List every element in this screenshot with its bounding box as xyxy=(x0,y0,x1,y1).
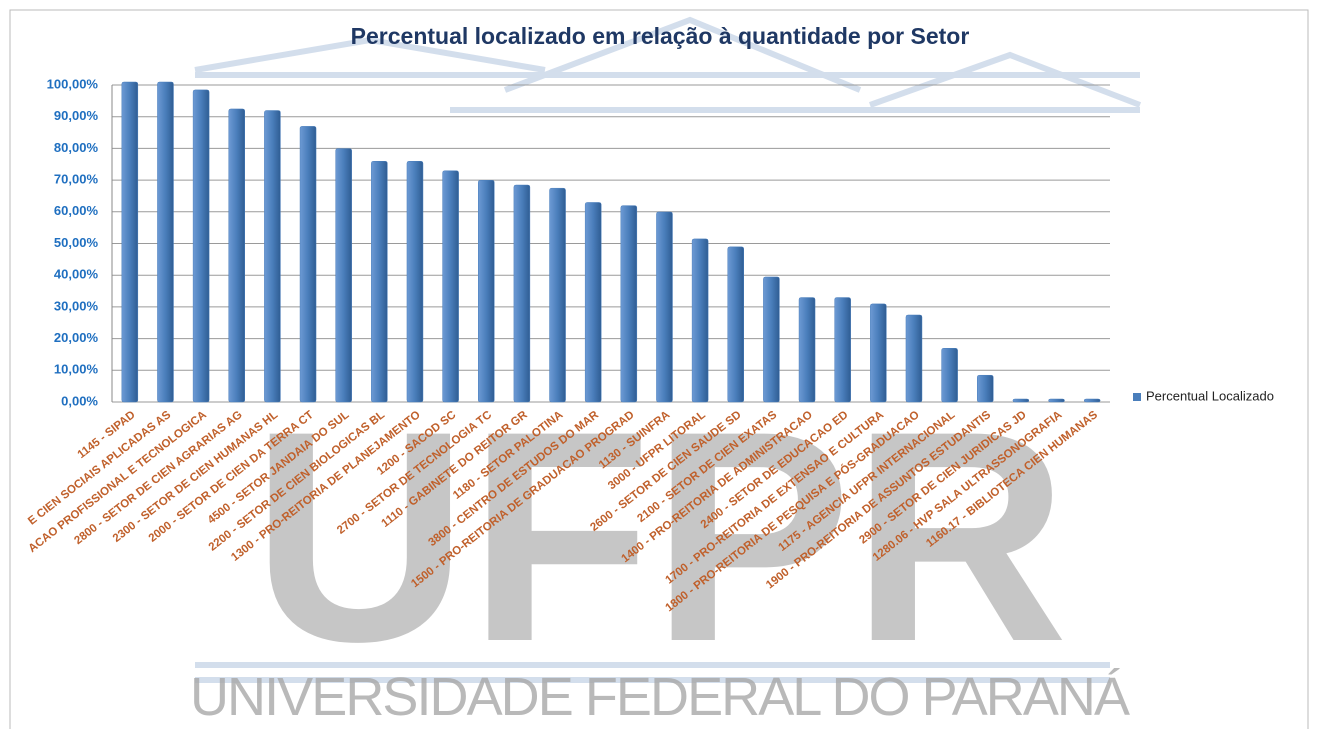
bar xyxy=(513,184,531,403)
bar xyxy=(977,374,994,403)
bar xyxy=(335,148,352,403)
y-tick-label: 90,00% xyxy=(54,108,99,123)
bar xyxy=(478,180,495,403)
bar xyxy=(406,161,424,403)
bar xyxy=(121,81,139,403)
bar xyxy=(1083,398,1101,403)
bar xyxy=(264,110,281,403)
bar xyxy=(442,170,459,403)
bar xyxy=(228,108,245,403)
watermark-name: UNIVERSIDADE FEDERAL DO PARANÁ xyxy=(190,667,1130,727)
y-tick-label: 20,00% xyxy=(54,330,99,345)
watermark-building xyxy=(194,16,1142,683)
y-tick-label: 10,00% xyxy=(54,362,99,377)
bar xyxy=(834,297,851,403)
bar xyxy=(157,81,174,403)
chart-title: Percentual localizado em relação à quant… xyxy=(351,23,970,49)
legend-swatch xyxy=(1133,393,1141,401)
bar xyxy=(1048,398,1065,403)
y-tick-label: 0,00% xyxy=(61,393,98,408)
bar xyxy=(299,126,317,403)
bar xyxy=(870,303,887,403)
bar xyxy=(727,246,744,403)
bar xyxy=(763,276,780,403)
bar xyxy=(584,202,602,403)
bar xyxy=(798,297,816,403)
bar xyxy=(905,314,923,403)
y-tick-label: 40,00% xyxy=(54,267,99,282)
bar xyxy=(691,238,709,403)
watermark-logo: UFPR xyxy=(252,368,1069,704)
bar xyxy=(941,348,958,403)
y-tick-label: 50,00% xyxy=(54,235,99,250)
bar xyxy=(549,187,566,403)
y-tick-label: 30,00% xyxy=(54,298,99,313)
bar xyxy=(192,89,210,403)
y-tick-label: 70,00% xyxy=(54,172,99,187)
bar xyxy=(1012,398,1030,403)
bar xyxy=(656,211,673,403)
bar xyxy=(371,161,388,403)
y-tick-label: 100,00% xyxy=(47,76,99,91)
bar xyxy=(620,205,638,403)
y-tick-label: 80,00% xyxy=(54,140,99,155)
y-tick-label: 60,00% xyxy=(54,203,99,218)
legend-label: Percentual Localizado xyxy=(1146,388,1274,403)
